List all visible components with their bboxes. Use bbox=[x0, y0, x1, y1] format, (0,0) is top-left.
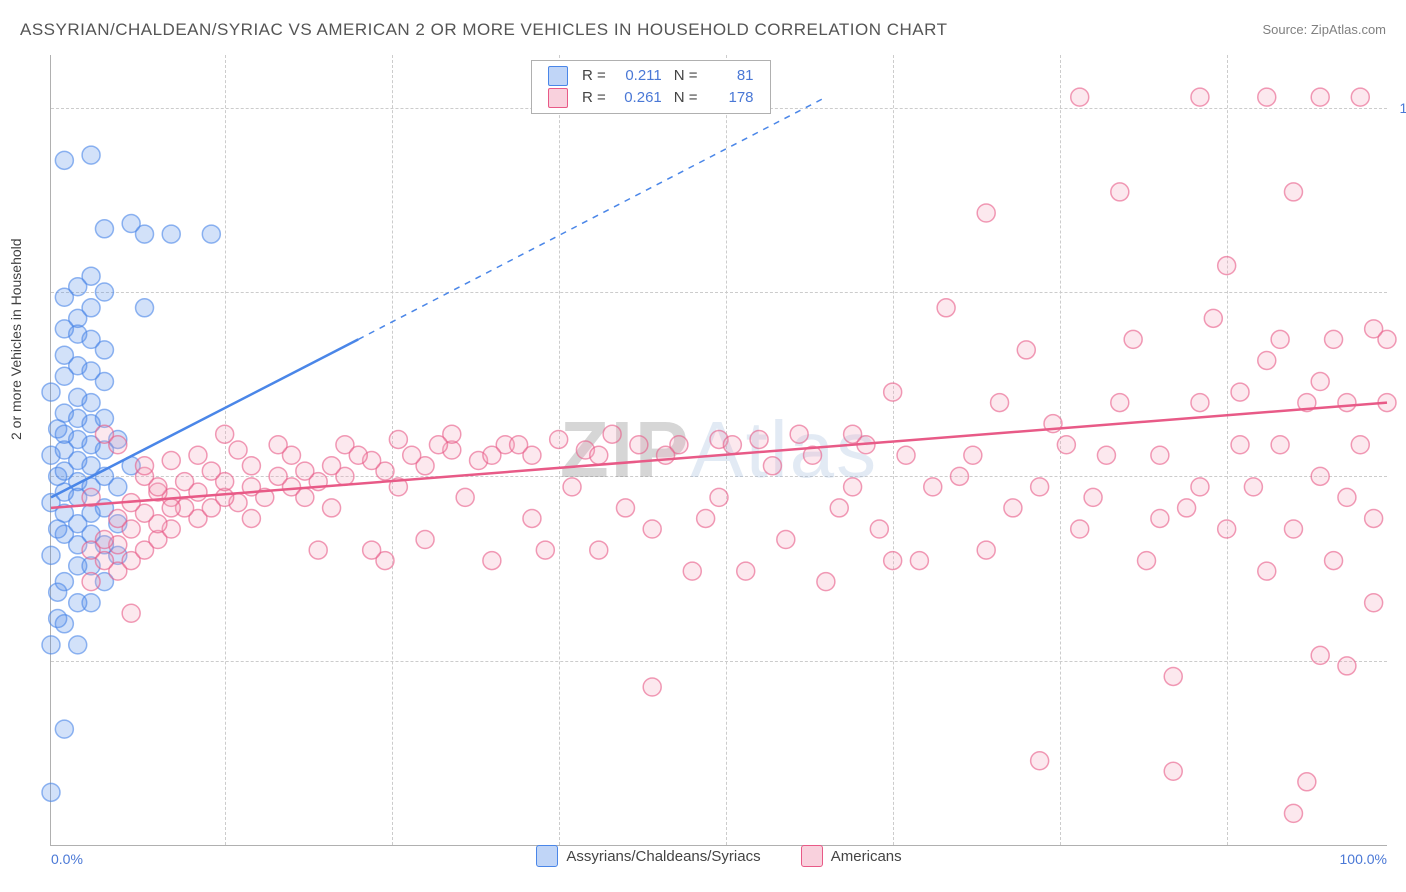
series-swatch-pink bbox=[801, 845, 823, 867]
source-attribution: Source: ZipAtlas.com bbox=[1262, 22, 1386, 37]
y-tick-label: 65.0% bbox=[1392, 468, 1406, 484]
correlation-legend: R = 0.211 N = 81 R = 0.261 N = 178 bbox=[531, 60, 771, 114]
legend-swatch-blue bbox=[548, 66, 568, 86]
legend-R-blue: 0.211 bbox=[618, 65, 662, 87]
series-legend: Assyrians/Chaldeans/Syriacs Americans bbox=[51, 845, 1387, 871]
series-label-blue: Assyrians/Chaldeans/Syriacs bbox=[566, 848, 760, 865]
trend-line-blue bbox=[51, 339, 358, 497]
y-tick-label: 47.5% bbox=[1392, 653, 1406, 669]
legend-swatch-pink bbox=[548, 88, 568, 108]
legend-R-label: R = bbox=[576, 87, 612, 109]
legend-row-pink: R = 0.261 N = 178 bbox=[542, 87, 760, 109]
legend-row-blue: R = 0.211 N = 81 bbox=[542, 65, 760, 87]
trend-lines bbox=[51, 55, 1387, 845]
chart-title: ASSYRIAN/CHALDEAN/SYRIAC VS AMERICAN 2 O… bbox=[20, 20, 948, 40]
legend-N-label: N = bbox=[668, 65, 704, 87]
series-label-pink: Americans bbox=[831, 848, 902, 865]
legend-R-pink: 0.261 bbox=[618, 87, 662, 109]
trend-line-dash-blue bbox=[358, 97, 826, 339]
legend-N-blue: 81 bbox=[710, 65, 754, 87]
plot-area: ZIPAtlas R = 0.211 N = 81 R = 0.261 N = … bbox=[50, 55, 1387, 846]
series-legend-item-blue: Assyrians/Chaldeans/Syriacs bbox=[536, 845, 760, 867]
series-legend-item-pink: Americans bbox=[801, 845, 902, 867]
legend-N-pink: 178 bbox=[710, 87, 754, 109]
x-tick-label: 0.0% bbox=[51, 851, 83, 867]
series-swatch-blue bbox=[536, 845, 558, 867]
y-tick-label: 100.0% bbox=[1392, 100, 1406, 116]
legend-R-label: R = bbox=[576, 65, 612, 87]
trend-line-pink bbox=[51, 403, 1387, 508]
legend-N-label: N = bbox=[668, 87, 704, 109]
y-tick-label: 82.5% bbox=[1392, 284, 1406, 300]
x-tick-label: 100.0% bbox=[1340, 851, 1387, 867]
y-axis-label: 2 or more Vehicles in Household bbox=[8, 238, 24, 440]
